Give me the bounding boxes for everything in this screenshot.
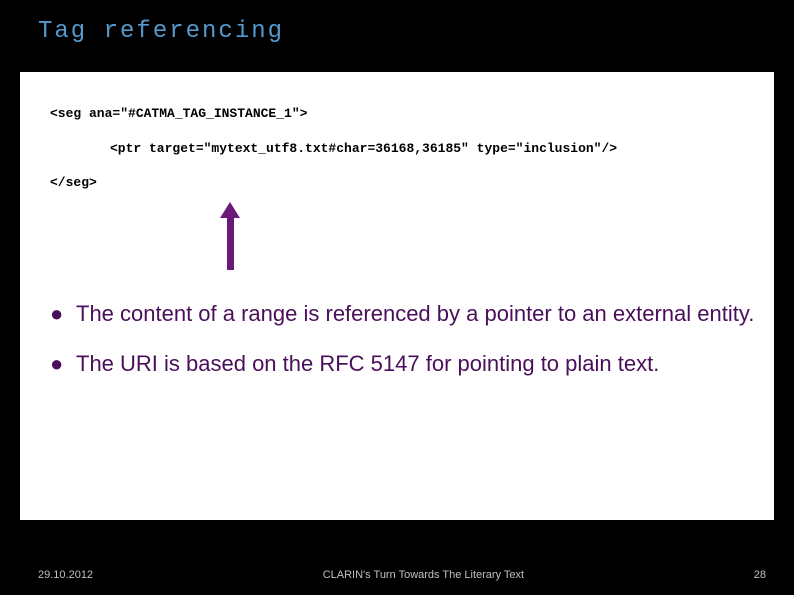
code-line-1: <seg ana="#CATMA_TAG_INSTANCE_1"> <box>50 102 774 127</box>
bullet-list: ● The content of a range is referenced b… <box>50 300 756 400</box>
arrow-up <box>220 202 240 270</box>
footer-page-number: 28 <box>754 569 766 581</box>
bullet-marker: ● <box>50 300 76 328</box>
bullet-marker: ● <box>50 350 76 378</box>
code-line-2: <ptr target="mytext_utf8.txt#char=36168,… <box>50 137 774 162</box>
arrow-stem <box>227 218 234 270</box>
code-line-3: </seg> <box>50 171 774 196</box>
arrow-head <box>220 202 240 218</box>
bullet-item: ● The content of a range is referenced b… <box>50 300 756 328</box>
code-block: <seg ana="#CATMA_TAG_INSTANCE_1"> <ptr t… <box>20 72 774 196</box>
bullet-text: The content of a range is referenced by … <box>76 300 754 328</box>
bullet-text: The URI is based on the RFC 5147 for poi… <box>76 350 659 378</box>
slide-title: Tag referencing <box>0 0 794 45</box>
content-area: <seg ana="#CATMA_TAG_INSTANCE_1"> <ptr t… <box>20 72 774 520</box>
footer-center: CLARIN's Turn Towards The Literary Text <box>93 569 754 581</box>
footer: 29.10.2012 CLARIN's Turn Towards The Lit… <box>0 569 794 581</box>
bullet-item: ● The URI is based on the RFC 5147 for p… <box>50 350 756 378</box>
footer-date: 29.10.2012 <box>38 569 93 581</box>
